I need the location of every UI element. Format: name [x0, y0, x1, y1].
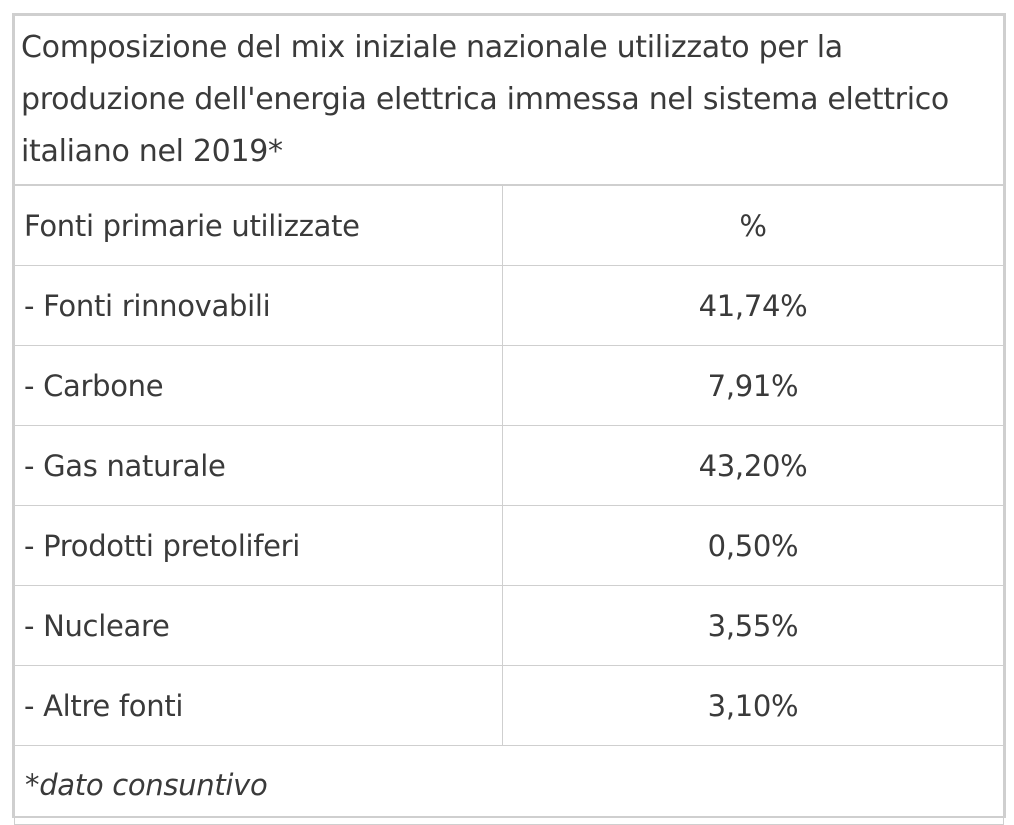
table-row: - Altre fonti 3,10%: [14, 665, 1004, 746]
source-cell: - Nucleare: [14, 585, 503, 666]
percent-cell: 41,74%: [502, 265, 1004, 346]
energy-mix-table: Composizione del mix iniziale nazionale …: [14, 15, 1004, 825]
table-footnote: *dato consuntivo: [14, 745, 1004, 825]
table-footnote-row: *dato consuntivo: [14, 745, 1004, 825]
percent-cell: 3,10%: [502, 665, 1004, 746]
source-cell: - Gas naturale: [14, 425, 503, 506]
table-caption-row: Composizione del mix iniziale nazionale …: [14, 15, 1004, 186]
table-row: - Fonti rinnovabili 41,74%: [14, 265, 1004, 346]
energy-mix-table-container: Composizione del mix iniziale nazionale …: [12, 13, 1006, 825]
source-cell: - Altre fonti: [14, 665, 503, 746]
table-header-row: Fonti primarie utilizzate %: [14, 184, 1004, 266]
table-row: - Gas naturale 43,20%: [14, 425, 1004, 506]
percent-cell: 7,91%: [502, 345, 1004, 426]
source-cell: - Carbone: [14, 345, 503, 426]
header-source-cell: Fonti primarie utilizzate: [14, 184, 503, 266]
source-cell: - Prodotti pretoliferi: [14, 505, 503, 586]
percent-cell: 0,50%: [502, 505, 1004, 586]
header-percent-cell: %: [502, 184, 1004, 266]
table-row: - Carbone 7,91%: [14, 345, 1004, 426]
percent-cell: 43,20%: [502, 425, 1004, 506]
table-caption: Composizione del mix iniziale nazionale …: [14, 15, 1004, 186]
source-cell: - Fonti rinnovabili: [14, 265, 503, 346]
percent-cell: 3,55%: [502, 585, 1004, 666]
table-row: - Nucleare 3,55%: [14, 585, 1004, 666]
table-row: - Prodotti pretoliferi 0,50%: [14, 505, 1004, 586]
